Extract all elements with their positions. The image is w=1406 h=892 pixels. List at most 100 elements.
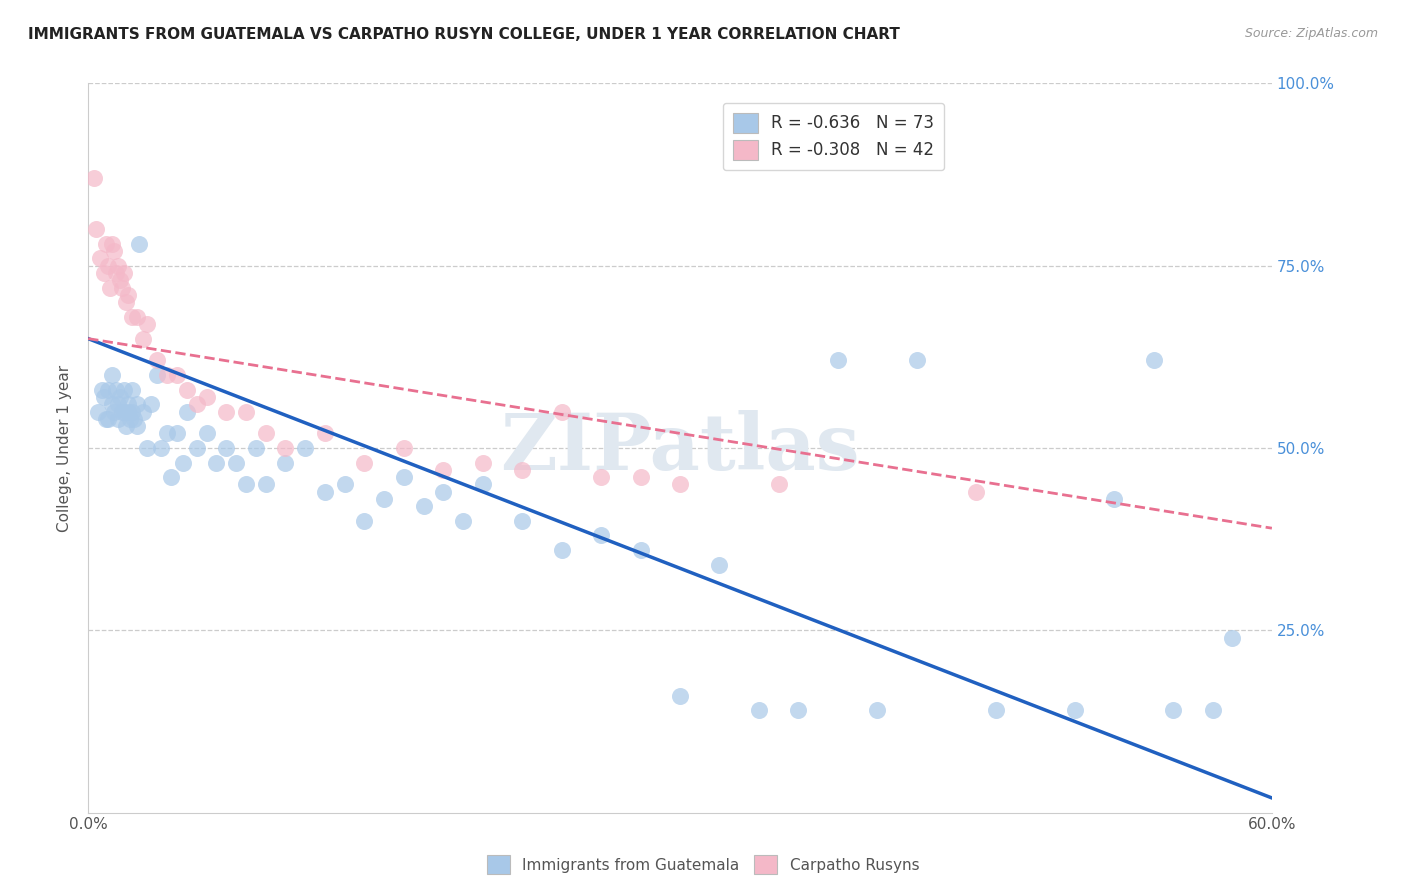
Point [132, 332, 155, 346]
Y-axis label: College, Under 1 year: College, Under 1 year [58, 365, 72, 532]
Point [254, 477, 277, 491]
Point [205, 456, 228, 470]
Point [114, 295, 136, 310]
Point [128, 236, 150, 251]
Point [97, 383, 120, 397]
Point [314, 484, 336, 499]
Point [550, 404, 572, 418]
Point [176, 383, 198, 397]
Point [215, 404, 238, 418]
Point [591, 470, 613, 484]
Point [630, 543, 652, 558]
Point [245, 441, 267, 455]
Point [432, 463, 454, 477]
Point [1063, 703, 1085, 717]
Point [866, 703, 889, 717]
Point [630, 470, 652, 484]
Point [1142, 353, 1164, 368]
Point [392, 470, 415, 484]
Legend: R = -0.636   N = 73, R = -0.308   N = 42: R = -0.636 N = 73, R = -0.308 N = 42 [723, 103, 943, 170]
Point [121, 404, 143, 418]
Point [195, 390, 218, 404]
Point [97, 259, 120, 273]
Point [254, 426, 277, 441]
Text: Source: ZipAtlas.com: Source: ZipAtlas.com [1244, 27, 1378, 40]
Point [87, 404, 110, 418]
Point [176, 404, 198, 418]
Point [112, 404, 135, 418]
Point [392, 441, 415, 455]
Point [186, 441, 208, 455]
Point [84, 222, 107, 236]
Point [1161, 703, 1184, 717]
Point [121, 310, 143, 324]
Point [97, 412, 120, 426]
Point [117, 288, 139, 302]
Point [103, 404, 125, 418]
Point [510, 514, 533, 528]
Point [83, 171, 105, 186]
Point [101, 236, 124, 251]
Point [905, 353, 928, 368]
Point [112, 383, 135, 397]
Point [186, 397, 208, 411]
Point [107, 412, 129, 426]
Point [111, 280, 134, 294]
Point [550, 543, 572, 558]
Point [225, 456, 247, 470]
Point [294, 441, 316, 455]
Point [118, 412, 141, 426]
Point [768, 477, 790, 491]
Point [984, 703, 1007, 717]
Point [1222, 631, 1244, 645]
Point [510, 463, 533, 477]
Point [314, 426, 336, 441]
Point [827, 353, 849, 368]
Point [160, 470, 183, 484]
Point [121, 383, 143, 397]
Point [471, 477, 494, 491]
Point [122, 412, 145, 426]
Point [127, 419, 149, 434]
Point [172, 456, 194, 470]
Point [150, 441, 173, 455]
Point [108, 390, 131, 404]
Point [111, 404, 134, 418]
Point [91, 383, 114, 397]
Point [103, 244, 125, 259]
Point [93, 390, 115, 404]
Point [156, 368, 179, 382]
Point [146, 368, 169, 382]
Point [156, 426, 179, 441]
Point [127, 310, 149, 324]
Point [235, 477, 257, 491]
Point [94, 236, 117, 251]
Point [101, 368, 124, 382]
Point [471, 456, 494, 470]
Point [787, 703, 810, 717]
Point [117, 404, 139, 418]
Text: ZIPatlas: ZIPatlas [501, 410, 860, 486]
Point [108, 273, 131, 287]
Point [127, 397, 149, 411]
Point [93, 266, 115, 280]
Point [669, 689, 692, 703]
Point [965, 484, 987, 499]
Point [166, 426, 188, 441]
Point [669, 477, 692, 491]
Point [1202, 703, 1225, 717]
Point [215, 441, 238, 455]
Point [141, 397, 163, 411]
Text: IMMIGRANTS FROM GUATEMALA VS CARPATHO RUSYN COLLEGE, UNDER 1 YEAR CORRELATION CH: IMMIGRANTS FROM GUATEMALA VS CARPATHO RU… [28, 27, 900, 42]
Point [709, 558, 731, 572]
Point [112, 266, 135, 280]
Point [107, 259, 129, 273]
Point [166, 368, 188, 382]
Point [101, 397, 124, 411]
Point [104, 383, 127, 397]
Point [333, 477, 356, 491]
Point [98, 280, 121, 294]
Point [353, 514, 375, 528]
Point [107, 397, 129, 411]
Point [146, 353, 169, 368]
